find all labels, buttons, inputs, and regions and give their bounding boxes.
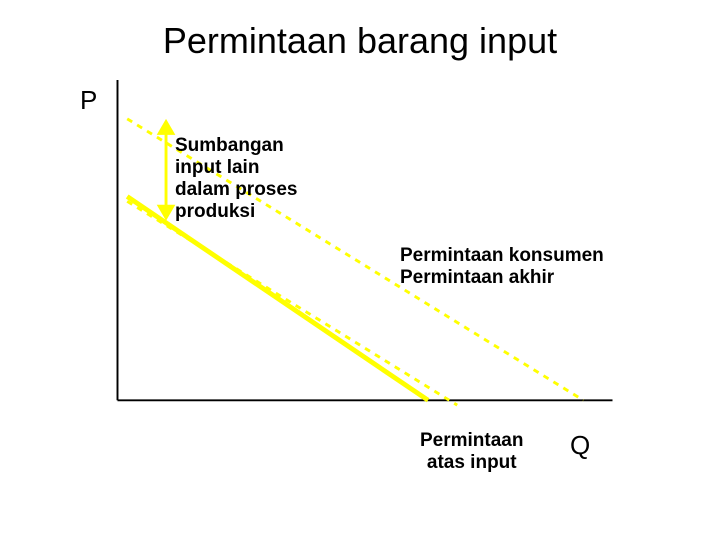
annotation-atas-input: Permintaanatas input (420, 430, 523, 474)
x-axis-label: Q (570, 430, 590, 461)
annotation-sumbangan: Sumbanganinput laindalam prosesproduksi (175, 135, 298, 222)
contribution-arrow (159, 122, 173, 218)
demand-input-line (127, 196, 428, 400)
y-axis-label: P (80, 85, 97, 116)
chart-title: Permintaan barang input (0, 20, 720, 62)
annotation-konsumen: Permintaan konsumenPermintaan akhir (400, 245, 604, 289)
